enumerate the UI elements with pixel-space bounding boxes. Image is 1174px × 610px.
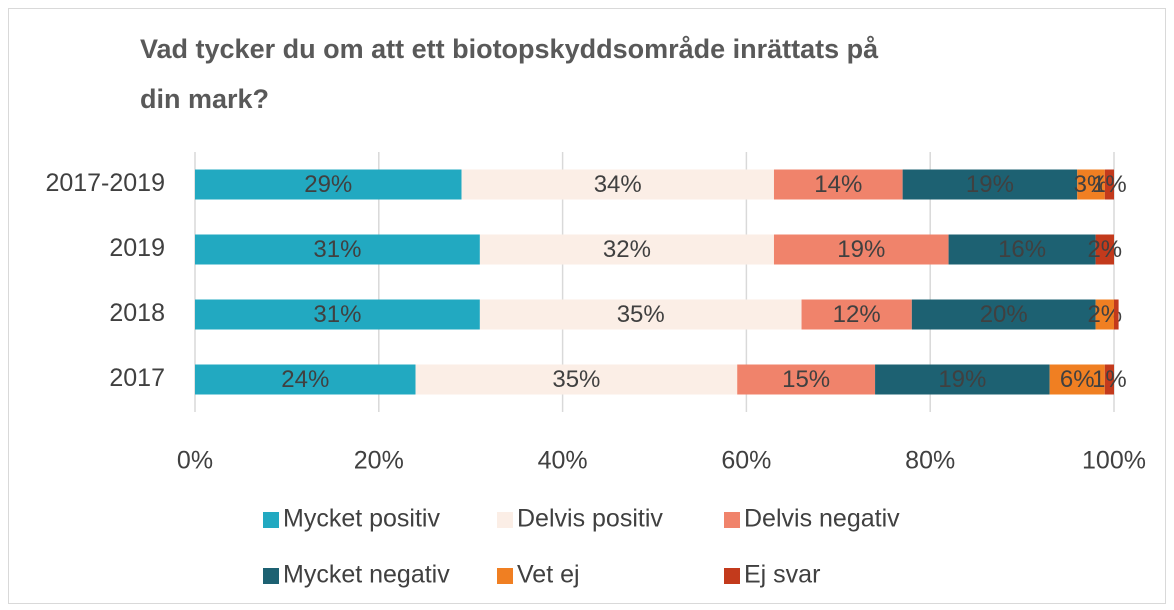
data-label: 6% (1060, 366, 1095, 393)
legend-swatch (724, 512, 740, 528)
y-tick-label: 2017 (109, 364, 165, 392)
data-label: 2% (1087, 236, 1122, 263)
data-label: 16% (998, 236, 1046, 263)
legend-label: Delvis positiv (517, 505, 663, 533)
bar-segment (911, 299, 1096, 330)
legend-label: Ej svar (744, 561, 820, 589)
data-label: 12% (833, 301, 881, 328)
bar-segment (1104, 169, 1114, 200)
bar-segment (1095, 299, 1114, 330)
legend-label: Mycket negativ (283, 561, 450, 589)
chart-title: Vad tycker du om att ett biotopskyddsomr… (140, 34, 879, 114)
bar-segment (1095, 234, 1114, 265)
bar-segment (1049, 364, 1105, 395)
data-label: 35% (617, 301, 665, 328)
legend-swatch (263, 568, 279, 584)
data-label: 19% (837, 236, 885, 263)
data-label: 1% (1092, 366, 1127, 393)
y-tick-label: 2019 (109, 234, 165, 262)
bar-segment (1104, 364, 1114, 395)
data-label: 19% (966, 171, 1014, 198)
bar-segment (948, 234, 1096, 265)
legend-swatch (724, 568, 740, 584)
data-label: 35% (552, 366, 600, 393)
bar-segment (479, 299, 802, 330)
legend-label: Delvis negativ (744, 505, 900, 533)
data-label: 31% (313, 301, 361, 328)
data-label: 14% (814, 171, 862, 198)
x-tick-label: 20% (354, 447, 404, 475)
legend-label: Vet ej (517, 561, 580, 589)
x-tick-label: 60% (721, 447, 771, 475)
bar-segment (1114, 299, 1119, 330)
data-label: 1% (1092, 171, 1127, 198)
data-label: 32% (603, 236, 651, 263)
bar-segment (195, 169, 462, 200)
bar-segment (773, 234, 949, 265)
data-label: 15% (782, 366, 830, 393)
data-label: 19% (938, 366, 986, 393)
data-label: 3% (1074, 171, 1109, 198)
data-label: 34% (594, 171, 642, 198)
bar-segment (195, 234, 480, 265)
bar-segment (415, 364, 738, 395)
legend-swatch (497, 568, 513, 584)
data-label: 31% (313, 236, 361, 263)
data-label: 24% (281, 366, 329, 393)
bar-segment (801, 299, 912, 330)
bar-segment (902, 169, 1078, 200)
x-tick-label: 100% (1082, 447, 1146, 475)
x-tick-label: 40% (538, 447, 588, 475)
bar-segment (461, 169, 774, 200)
x-tick-label: 80% (905, 447, 955, 475)
bar-segment (479, 234, 774, 265)
y-tick-label: 2017-2019 (45, 169, 165, 197)
legend-swatch (497, 512, 513, 528)
bar-segment (773, 169, 903, 200)
y-tick-label: 2018 (109, 299, 165, 327)
bar-segment (1077, 169, 1105, 200)
legend-label: Mycket positiv (283, 505, 440, 533)
data-label: 29% (304, 171, 352, 198)
legend-swatch (263, 512, 279, 528)
x-tick-label: 0% (177, 447, 213, 475)
data-label: 20% (980, 301, 1028, 328)
bar-segment (195, 299, 480, 330)
bar-segment (737, 364, 876, 395)
bar-segment (875, 364, 1050, 395)
bar-segment (195, 364, 416, 395)
